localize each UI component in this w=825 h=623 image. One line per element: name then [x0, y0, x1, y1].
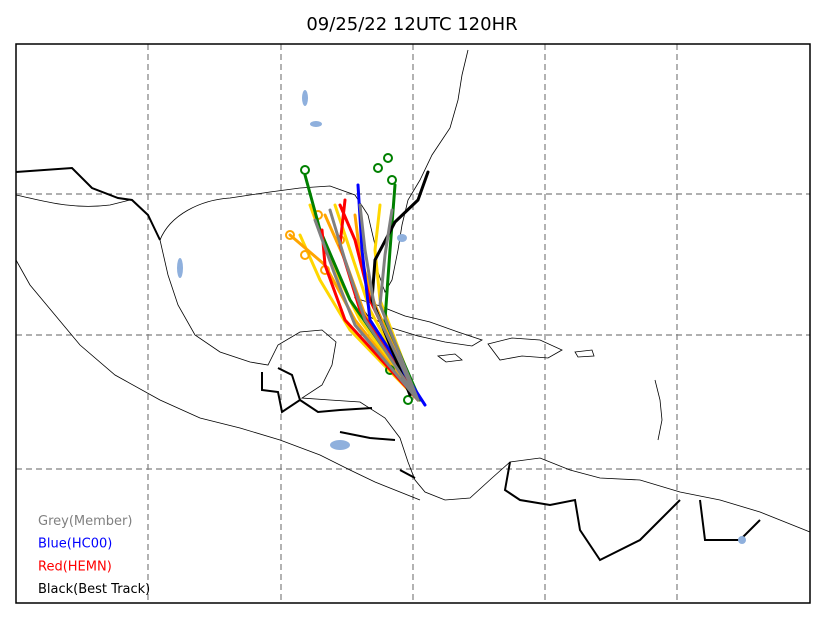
legend-entry: Red(HEMN): [38, 559, 112, 574]
legend-entry: Grey(Member): [38, 514, 132, 529]
borders: [15, 166, 761, 562]
ensemble-tracks: [285, 153, 430, 407]
legend-entry: Blue(HC00): [38, 537, 112, 552]
map-title: 09/25/22 12UTC 120HR: [306, 14, 517, 35]
map-border: [15, 43, 811, 604]
grid: [16, 44, 810, 603]
map-frame: [15, 43, 811, 604]
coastlines: [15, 49, 811, 533]
legend: Grey(Member) Blue(HC00) Red(HEMN) Black(Bes…: [38, 514, 150, 597]
lakes: [177, 90, 746, 544]
legend-entry: Black(Best Track): [38, 582, 150, 597]
